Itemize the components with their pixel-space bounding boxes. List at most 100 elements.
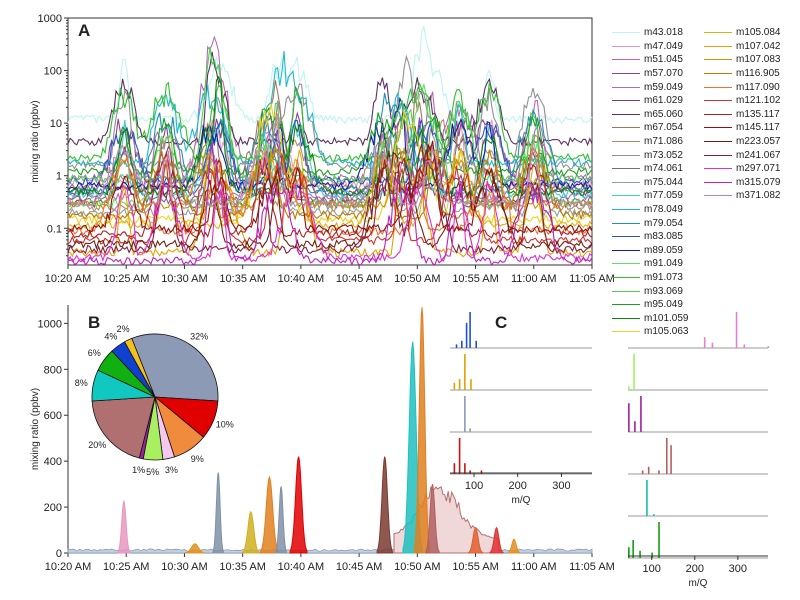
- legend-label: m315.079: [736, 176, 781, 188]
- legend-label: m297.071: [736, 163, 781, 175]
- legend-label: m107.042: [736, 40, 781, 52]
- area-peak: [212, 472, 224, 554]
- legend-label: m47.049: [644, 40, 683, 52]
- legend-item: m74.061: [612, 162, 704, 176]
- y-axis-label: mixing ratio (ppbv): [30, 100, 41, 182]
- y-tick-label: 100: [44, 66, 62, 78]
- legend-column-2: m105.084 m107.042 m107.083 m116.905 m117.090…: [704, 26, 796, 203]
- series-line-m71.086: [67, 118, 593, 213]
- x-tick-label: 10:35 AM: [219, 273, 265, 285]
- legend-column-1: m43.018 m47.049 m51.045 m57.070 m59.049 m61.0…: [612, 26, 704, 339]
- area-peak: [425, 483, 440, 554]
- x-tick-label: 10:30 AM: [161, 273, 207, 285]
- legend-swatch: [704, 45, 732, 47]
- legend-swatch: [704, 141, 732, 143]
- series-line-m107.042: [67, 170, 593, 258]
- legend-item: m105.063: [612, 325, 704, 339]
- area-peak: [289, 456, 308, 554]
- x-tick-label: 11:05 AM: [569, 273, 615, 285]
- pie-slice-label: 20%: [88, 440, 106, 450]
- legend-label: m121.102: [736, 95, 781, 107]
- pie-slice-label: 8%: [75, 378, 88, 388]
- legend-label: m89.059: [644, 244, 683, 256]
- panel-b-stacked-area: 0 200 400 600 800 1000 mixing ratio (ppbv) 10:2…: [30, 305, 615, 573]
- x-tick-label: 10:40 AM: [278, 561, 324, 573]
- series-line-m315.079: [68, 142, 593, 267]
- legend-label: m59.049: [644, 81, 683, 93]
- legend-label: m105.084: [736, 27, 781, 39]
- legend-item: m315.079: [704, 176, 796, 190]
- area-peak: [275, 486, 288, 554]
- legend-swatch: [612, 209, 640, 211]
- panel-c-label: C: [495, 313, 507, 332]
- area-peak: [259, 475, 280, 554]
- legend-item: m57.070: [612, 67, 704, 81]
- legend-item: m78.049: [612, 203, 704, 217]
- legend-label: m95.049: [644, 299, 683, 311]
- legend-label: m67.054: [644, 122, 683, 134]
- legend-item: m73.052: [612, 148, 704, 162]
- x-tick-label: 10:20 AM: [45, 561, 91, 573]
- pie-slice-label: 6%: [88, 348, 101, 358]
- y-tick-label: 200: [44, 502, 62, 514]
- area-peak: [117, 499, 131, 554]
- legend-swatch: [612, 249, 640, 251]
- legend-item: m107.042: [704, 40, 796, 54]
- legend-item: m67.054: [612, 121, 704, 135]
- pie-slice-label: 3%: [165, 465, 178, 475]
- legend-label: m71.086: [644, 136, 683, 148]
- legend-label: m79.054: [644, 217, 683, 229]
- series-line-m43.018: [67, 25, 593, 125]
- panel-a-time-series: 0.1 1 10 100 1000 mixing ratio (ppbv) 10:20 AM…: [30, 13, 615, 285]
- legend-item: m117.090: [704, 80, 796, 94]
- panel-a-label: A: [78, 21, 90, 40]
- x-tick-label: 11:00 AM: [511, 561, 557, 573]
- legend-swatch: [612, 45, 640, 47]
- legend-label: m74.061: [644, 163, 683, 175]
- legend-swatch: [704, 73, 732, 75]
- area-peak: [467, 526, 484, 554]
- legend-label: m371.082: [736, 190, 781, 202]
- x-tick-label: 11:05 AM: [569, 561, 615, 573]
- x-tick-label: 300: [729, 563, 747, 575]
- legend-item: m75.044: [612, 176, 704, 190]
- legend-swatch: [612, 59, 640, 61]
- legend-item: m145.117: [704, 121, 796, 135]
- legend-label: m51.045: [644, 54, 683, 66]
- legend-item: m105.084: [704, 26, 796, 40]
- y-tick-label: 1000: [38, 318, 62, 330]
- legend-swatch: [612, 168, 640, 170]
- legend-swatch: [704, 86, 732, 88]
- legend-label: m107.083: [736, 54, 781, 66]
- pie-slice-label: 4%: [104, 331, 117, 341]
- legend-item: m116.905: [704, 67, 796, 81]
- legend-label: m57.070: [644, 68, 683, 80]
- legend-item: m95.049: [612, 298, 704, 312]
- panel-a-frame: [67, 17, 593, 266]
- legend-swatch: [704, 195, 732, 197]
- series-line-m371.082: [67, 113, 593, 209]
- panel-c-mass-spectra: 100 200 300 m/Q 100 200 300 m/Q: [450, 312, 770, 589]
- legend-swatch: [704, 127, 732, 129]
- legend-swatch: [612, 141, 640, 143]
- legend-swatch: [612, 154, 640, 156]
- series-line-m121.102: [67, 154, 593, 246]
- legend-item: m107.083: [704, 53, 796, 67]
- legend-swatch: [612, 32, 640, 34]
- pie-slice-label: 2%: [117, 324, 130, 334]
- legend-item: m83.085: [612, 230, 704, 244]
- legend-swatch: [612, 113, 640, 115]
- spectra-right-x-label: m/Q: [689, 578, 708, 589]
- legend-swatch: [612, 331, 640, 333]
- spectra-left-x-label: m/Q: [512, 495, 531, 506]
- series-line-m78.049: [67, 51, 593, 169]
- legend-label: m83.085: [644, 231, 683, 243]
- legend-item: m89.059: [612, 244, 704, 258]
- series-line-m223.057: [67, 150, 593, 251]
- x-tick-label: 10:55 AM: [452, 273, 498, 285]
- pie-slice: [91, 396, 156, 459]
- x-tick-label: 10:25 AM: [103, 561, 149, 573]
- legend-item: m51.045: [612, 53, 704, 67]
- series-line-m101.059: [67, 75, 593, 198]
- legend-swatch: [704, 100, 732, 102]
